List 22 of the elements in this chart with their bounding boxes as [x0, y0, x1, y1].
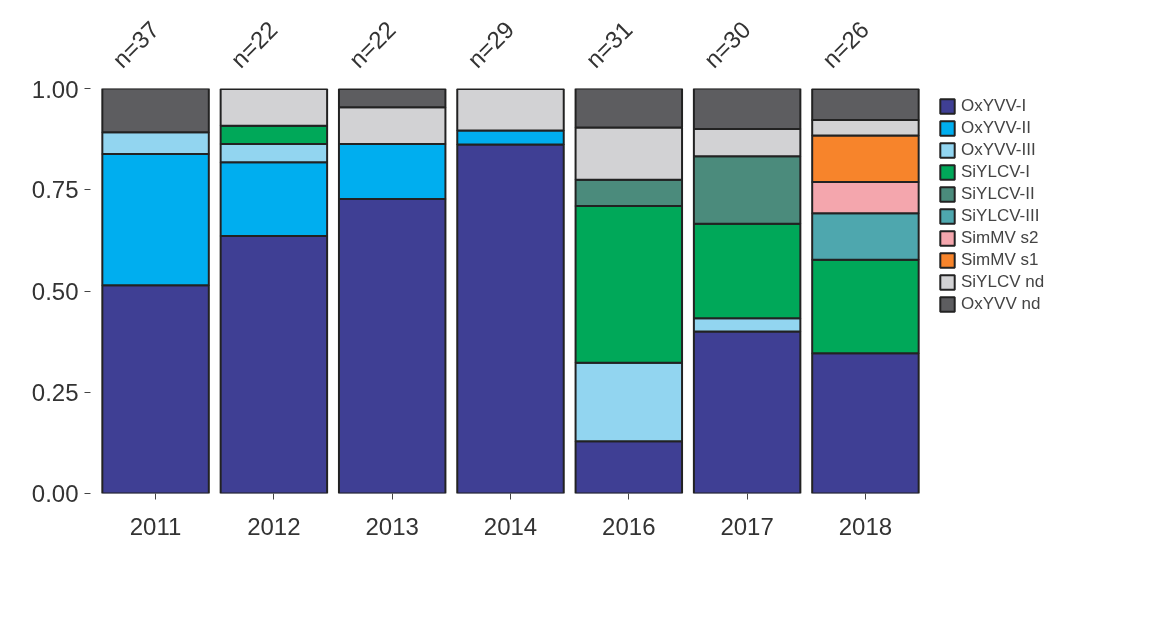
legend-label: SiYLCV-II [961, 184, 1035, 204]
x-tick-label: 2018 [838, 512, 893, 540]
legend-label: SiYLCV-III [961, 206, 1040, 226]
x-tick-label: 2011 [129, 512, 182, 540]
legend-label: SimMV s2 [961, 228, 1039, 248]
legend-label: OxYVV-III [961, 140, 1036, 160]
legend-label: SiYLCV nd [961, 272, 1045, 292]
y-tick-label: 0.00 [31, 480, 79, 507]
y-tick-label: 0.25 [31, 378, 79, 406]
legend-label: OxYVV nd [961, 294, 1041, 314]
legend-label: OxYVV-II [961, 118, 1031, 138]
y-tick-label: 1.00 [31, 75, 79, 103]
x-tick-label: 2014 [483, 512, 538, 540]
legend-label: SiYLCV-I [961, 162, 1030, 182]
y-tick-label: 0.50 [31, 277, 79, 305]
legend-label: OxYVV-I [961, 96, 1027, 116]
legend-label: SimMV s1 [961, 250, 1039, 270]
x-tick-label: 2016 [602, 512, 656, 540]
x-tick-label: 2013 [365, 512, 419, 540]
x-tick-label: 2012 [247, 512, 301, 540]
x-tick-label: 2017 [720, 512, 774, 540]
y-tick-label: 0.75 [31, 176, 79, 204]
